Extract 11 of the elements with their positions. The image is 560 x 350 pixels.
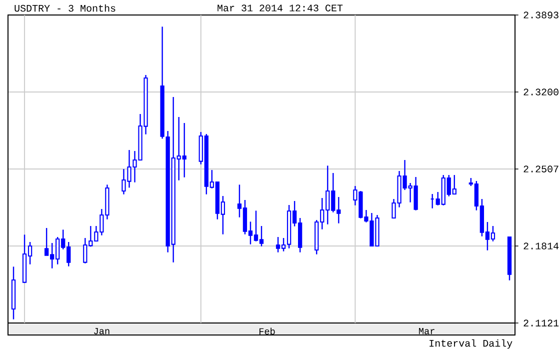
y-tick-label: 2.3893 — [524, 12, 558, 18]
y-tick-label: 2.1121 — [524, 320, 559, 326]
y-tick-label: 2.2507 — [524, 166, 558, 172]
y-tick-label: 2.1814 — [524, 242, 559, 250]
chart-subtitle: Mar 31 2014 12:43 CET — [218, 4, 343, 12]
text: Interval Daily — [430, 339, 512, 349]
y-tick-label: 2.3200 — [524, 88, 558, 96]
x-tick-label: Jan — [94, 328, 110, 334]
x-tick-label: Mar — [419, 328, 434, 334]
chart-title: USDTRY - 3 Months — [14, 4, 116, 12]
x-tick-label: Feb — [259, 328, 275, 335]
